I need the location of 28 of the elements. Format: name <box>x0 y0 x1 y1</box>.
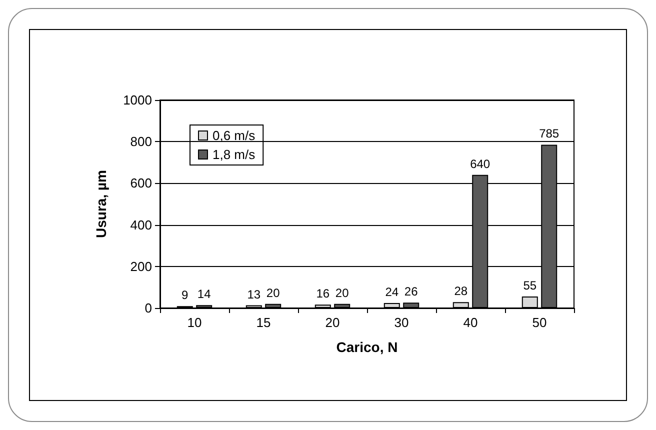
x-tick-label: 40 <box>463 315 478 330</box>
data-label: 14 <box>197 287 212 302</box>
data-label: 26 <box>404 284 418 299</box>
x-tick-label: 30 <box>394 315 409 330</box>
data-label: 20 <box>266 286 280 300</box>
x-axis-title: Carico, N <box>336 339 398 355</box>
data-label: 20 <box>335 286 350 300</box>
legend-label: 0,6 m/s <box>212 128 256 143</box>
data-label: 640 <box>470 156 490 171</box>
data-label: 13 <box>247 287 261 302</box>
x-tick-label: 10 <box>187 315 202 330</box>
y-tick-label: 1000 <box>123 92 152 108</box>
data-label: 55 <box>523 278 537 293</box>
y-tick-label: 200 <box>130 258 152 274</box>
y-tick-label: 400 <box>130 217 152 232</box>
y-tick-label: 800 <box>130 134 152 150</box>
legend-label: 1,8 m/s <box>212 147 256 162</box>
y-axis-title: Usura, µm <box>93 170 109 238</box>
x-tick-label: 15 <box>256 315 271 330</box>
data-label: 28 <box>454 284 468 298</box>
y-tick-label: 0 <box>144 300 152 316</box>
data-label: 24 <box>385 285 399 300</box>
data-label: 785 <box>539 126 560 141</box>
data-label: 16 <box>316 286 330 301</box>
data-label: 9 <box>182 288 189 302</box>
y-tick-label: 600 <box>130 176 152 191</box>
x-tick-label: 20 <box>325 315 340 330</box>
x-tick-label: 50 <box>532 315 547 330</box>
